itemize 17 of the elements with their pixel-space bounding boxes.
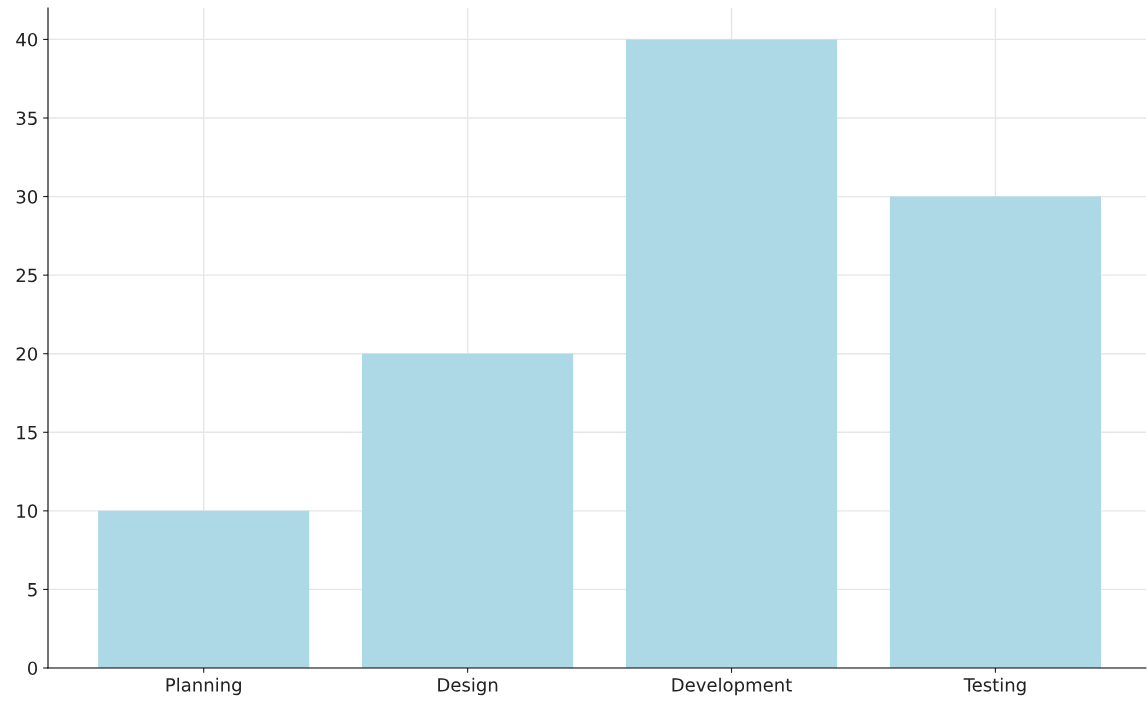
- y-tick-label: 35: [16, 111, 37, 126]
- y-tick-label: 25: [16, 268, 37, 283]
- x-tick-label: Testing: [963, 677, 1026, 696]
- y-tick-label: 40: [16, 32, 38, 47]
- y-tick-label: 20: [16, 347, 38, 361]
- y-tick-label: 0: [27, 661, 38, 676]
- x-tick-label: Development: [672, 677, 792, 696]
- y-tick-label: 15: [17, 425, 37, 440]
- x-tick-label: Design: [438, 677, 498, 696]
- bar: [98, 510, 310, 668]
- bar: [889, 196, 1101, 668]
- bar: [625, 39, 838, 668]
- y-tick-label: 5: [28, 583, 37, 597]
- x-tick-label: Planning: [166, 677, 241, 696]
- y-tick-label: 30: [16, 190, 38, 204]
- y-tick-label: 10: [17, 504, 38, 518]
- bar: [362, 353, 574, 668]
